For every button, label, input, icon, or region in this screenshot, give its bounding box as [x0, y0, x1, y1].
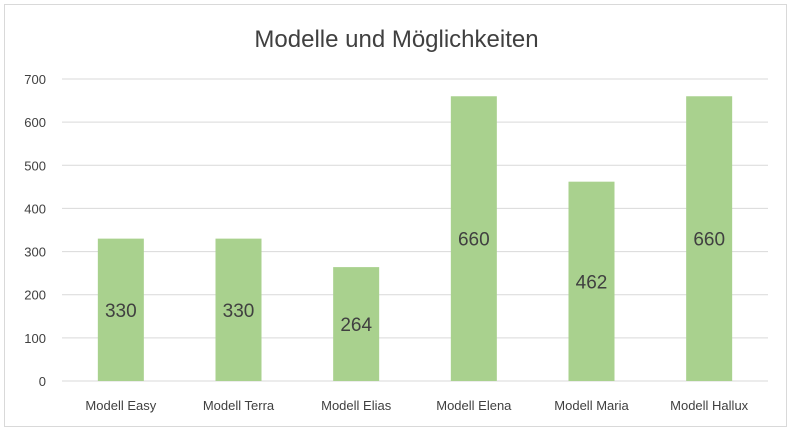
bar [97, 238, 144, 381]
y-tick-label: 500 [24, 158, 46, 173]
y-tick-label: 200 [24, 288, 46, 303]
x-tick-label: Modell Elias [321, 398, 392, 413]
y-tick-label: 300 [24, 245, 46, 260]
x-tick-label: Modell Hallux [670, 398, 749, 413]
x-tick-label: Modell Terra [203, 398, 275, 413]
y-tick-label: 0 [39, 374, 46, 389]
x-tick-label: Modell Easy [85, 398, 156, 413]
y-tick-label: 600 [24, 115, 46, 130]
y-tick-label: 100 [24, 331, 46, 346]
bar [450, 96, 497, 381]
x-tick-label: Modell Maria [554, 398, 629, 413]
bar [686, 96, 733, 381]
y-tick-label: 700 [24, 72, 46, 87]
bar [568, 181, 615, 381]
y-tick-label: 400 [24, 201, 46, 216]
x-tick-label: Modell Elena [436, 398, 512, 413]
data-label: 462 [576, 272, 608, 293]
data-label: 330 [223, 301, 255, 322]
bar [333, 267, 380, 381]
data-label: 660 [458, 230, 490, 251]
chart-title: Modelle und Möglichkeiten [254, 26, 539, 53]
bar [215, 238, 262, 381]
data-label: 660 [693, 230, 725, 251]
data-label: 264 [340, 315, 372, 336]
data-label: 330 [105, 301, 137, 322]
